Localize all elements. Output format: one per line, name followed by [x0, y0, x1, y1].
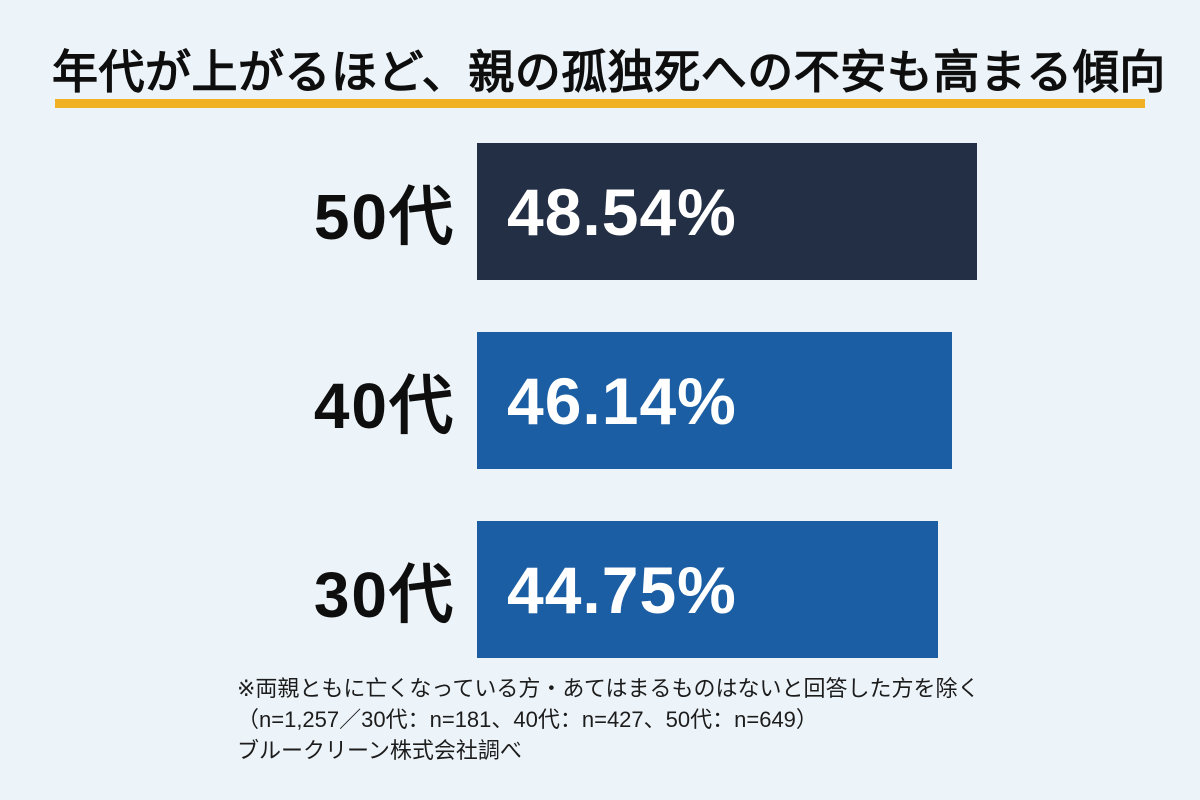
bar-row: 50代 48.54%: [0, 143, 1200, 280]
title-underline-accent: [55, 99, 1145, 108]
bar-row: 30代 44.75%: [0, 521, 1200, 658]
bar-label-40s: 40代: [313, 369, 455, 442]
bar-value-30s: 44.75%: [507, 552, 737, 627]
footnote-source-credit: ブルークリーン株式会社調べ: [237, 738, 522, 763]
bar-label-50s: 50代: [313, 180, 455, 253]
bar-value-50s: 48.54%: [507, 174, 737, 249]
bar: 48.54%: [477, 143, 977, 280]
bar: 46.14%: [477, 332, 953, 469]
footnote-sample-sizes: （n=1,257／30代：n=181、40代：n=427、50代：n=649）: [237, 707, 818, 732]
bar-row: 40代 46.14%: [0, 332, 1200, 469]
page-title: 年代が上がるほど、親の孤独死への不安も高まる傾向: [52, 46, 1166, 98]
bar: 44.75%: [477, 521, 938, 658]
bar-label-30s: 30代: [313, 558, 455, 631]
footnote-exclusion-note: ※両親ともに亡くなっている方・あてはまるものはないと回答した方を除く: [237, 676, 980, 701]
bar-chart: 50代 48.54% 40代 46.14% 30代 44.75%: [0, 143, 1200, 710]
footnote: ※両親ともに亡くなっている方・あてはまるものはないと回答した方を除く （n=1,…: [237, 673, 979, 766]
bar-value-40s: 46.14%: [507, 363, 737, 438]
